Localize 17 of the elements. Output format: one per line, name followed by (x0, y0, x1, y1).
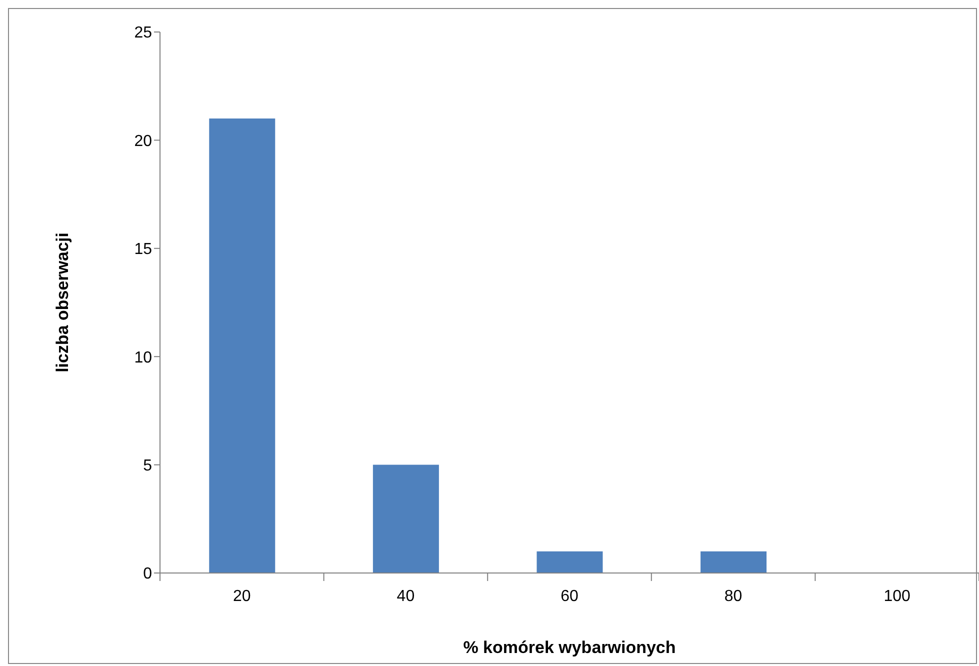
y-tick-label: 0 (143, 566, 152, 583)
y-tick-label: 25 (134, 24, 152, 42)
x-tick-label: 20 (233, 588, 251, 605)
x-axis-title: % komórek wybarwionych (463, 638, 676, 657)
y-tick-label: 20 (134, 132, 152, 150)
y-axis-title: liczba obserwacji (53, 232, 72, 372)
y-tick-label: 10 (134, 349, 152, 366)
y-tick-label: 5 (143, 457, 152, 474)
bar (372, 464, 439, 573)
bar (209, 118, 276, 573)
y-tick-label: 15 (134, 241, 152, 258)
x-tick-label: 80 (724, 588, 742, 605)
bar (536, 551, 603, 573)
x-tick-label: 40 (396, 588, 415, 605)
x-tick-label: 100 (884, 588, 911, 605)
x-tick-label: 60 (560, 588, 578, 605)
bar (700, 551, 767, 573)
